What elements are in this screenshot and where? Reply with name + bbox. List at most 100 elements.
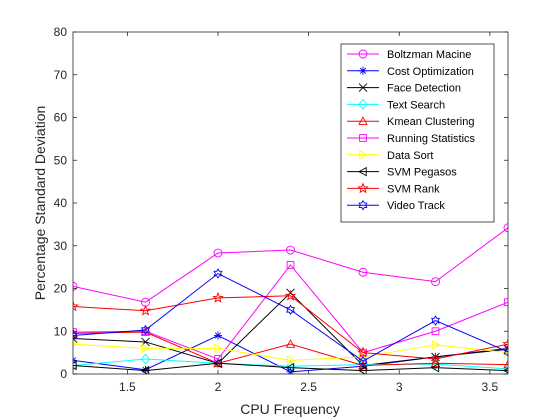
- data-point: [358, 98, 368, 110]
- series-svm-rank: [73, 289, 508, 364]
- marker-stroke: [504, 345, 508, 349]
- data-point: [213, 358, 223, 367]
- series-line-svm-rank: [73, 295, 508, 360]
- legend-label: Data Sort: [387, 150, 433, 162]
- data-point: [73, 359, 78, 371]
- series-line-data-sort: [73, 343, 508, 361]
- data-point: [431, 327, 440, 336]
- data-point: [286, 261, 295, 269]
- data-point: [503, 346, 508, 358]
- data-point: [213, 358, 222, 369]
- legend-item-face-detection: Face Detection: [347, 83, 461, 95]
- series-layer: [73, 223, 508, 374]
- data-point: [285, 360, 296, 372]
- x-tick-label: 3.5: [482, 380, 499, 394]
- y-tick-label: 70: [54, 68, 68, 82]
- marker-stroke: [358, 83, 368, 92]
- data-point: [73, 300, 79, 312]
- legend-label: Text Search: [387, 99, 445, 111]
- legend-item-video-track: Video Track: [347, 199, 445, 212]
- legend-box: [340, 43, 495, 223]
- data-point: [73, 360, 77, 371]
- data-point: [141, 343, 151, 354]
- x-tick-label: 2: [215, 380, 222, 394]
- data-point: [139, 304, 152, 316]
- data-point: [212, 291, 224, 303]
- data-point: [286, 355, 296, 366]
- series-line-svm-pegasos: [73, 362, 508, 372]
- legend-label: Running Statistics: [387, 133, 476, 145]
- y-tick-label: 60: [54, 111, 68, 125]
- x-axis-label: CPU Frequency: [240, 401, 340, 417]
- data-point: [358, 166, 367, 177]
- data-point: [358, 267, 368, 277]
- data-point: [359, 150, 368, 160]
- data-point: [357, 182, 369, 194]
- data-point: [358, 116, 368, 125]
- legend-item-running-statistics: Running Statistics: [347, 133, 476, 145]
- y-tick-label: 0: [60, 367, 67, 381]
- legend-item-boltzman-macine: Boltzman Macine: [347, 49, 471, 61]
- data-point: [359, 66, 367, 75]
- data-point: [140, 324, 151, 336]
- y-axis-label: Percentage Standard Deviation: [32, 106, 48, 301]
- x-tick-label: 2.5: [300, 380, 317, 394]
- legend-item-kmean-clustering: Kmean Clustering: [347, 116, 474, 128]
- data-point: [358, 49, 368, 59]
- data-point: [429, 352, 442, 364]
- legend-item-svm-rank: SVM Rank: [347, 182, 440, 195]
- data-point: [431, 277, 440, 287]
- series-video-track: [73, 268, 508, 367]
- legend-item-svm-pegasos: SVM Pegasos: [347, 167, 457, 179]
- data-point: [213, 248, 223, 258]
- data-point: [502, 337, 508, 350]
- data-point: [503, 223, 508, 233]
- marker-stroke: [214, 332, 222, 339]
- data-point: [358, 83, 368, 92]
- series-line-video-track: [73, 272, 508, 362]
- marker-stroke: [73, 337, 78, 343]
- legend-label: Face Detection: [387, 83, 461, 95]
- data-point: [213, 268, 223, 279]
- data-point: [214, 343, 223, 354]
- legend-label: Cost Optimization: [387, 66, 474, 78]
- data-point: [358, 365, 367, 374]
- y-tick-label: 10: [54, 324, 68, 338]
- data-point: [140, 353, 151, 365]
- data-point: [286, 245, 295, 255]
- marker-stroke: [504, 347, 508, 352]
- data-point: [214, 331, 222, 340]
- data-point: [140, 365, 150, 374]
- series-line-running-statistics: [73, 264, 508, 360]
- data-point: [284, 289, 297, 301]
- legend-item-data-sort: Data Sort: [347, 150, 433, 162]
- legend-label: SVM Rank: [387, 183, 440, 195]
- data-point: [358, 355, 368, 367]
- data-point: [285, 362, 295, 373]
- data-point: [285, 339, 296, 348]
- y-tick-label: 40: [54, 196, 68, 210]
- axes-layer: 1.5 2 2.5 3 3.5 0 10 20 30 40 50 60 70 80: [54, 25, 509, 394]
- legend-item-text-search: Text Search: [347, 98, 445, 111]
- series-line-text-search: [73, 358, 508, 370]
- x-tick-label: 1.5: [119, 380, 136, 394]
- legend-label: Boltzman Macine: [387, 49, 471, 61]
- data-point: [285, 304, 296, 316]
- legend: Boltzman Macine Cost Optimization Face Det…: [340, 43, 495, 223]
- data-point: [503, 359, 508, 369]
- y-tick-label: 50: [54, 153, 68, 167]
- legend-label: SVM Pegasos: [387, 167, 457, 179]
- data-point: [357, 346, 369, 358]
- data-point: [73, 281, 78, 291]
- series-line-kmean-clustering: [73, 331, 508, 366]
- legend-label: Video Track: [387, 200, 445, 212]
- data-point: [431, 340, 441, 350]
- data-point: [430, 315, 441, 326]
- y-tick-label: 20: [54, 282, 68, 296]
- data-point: [359, 134, 367, 142]
- data-point: [73, 328, 77, 336]
- series-line-boltzman-macine: [73, 227, 508, 303]
- data-point: [358, 199, 368, 211]
- marker-stroke: [73, 357, 77, 361]
